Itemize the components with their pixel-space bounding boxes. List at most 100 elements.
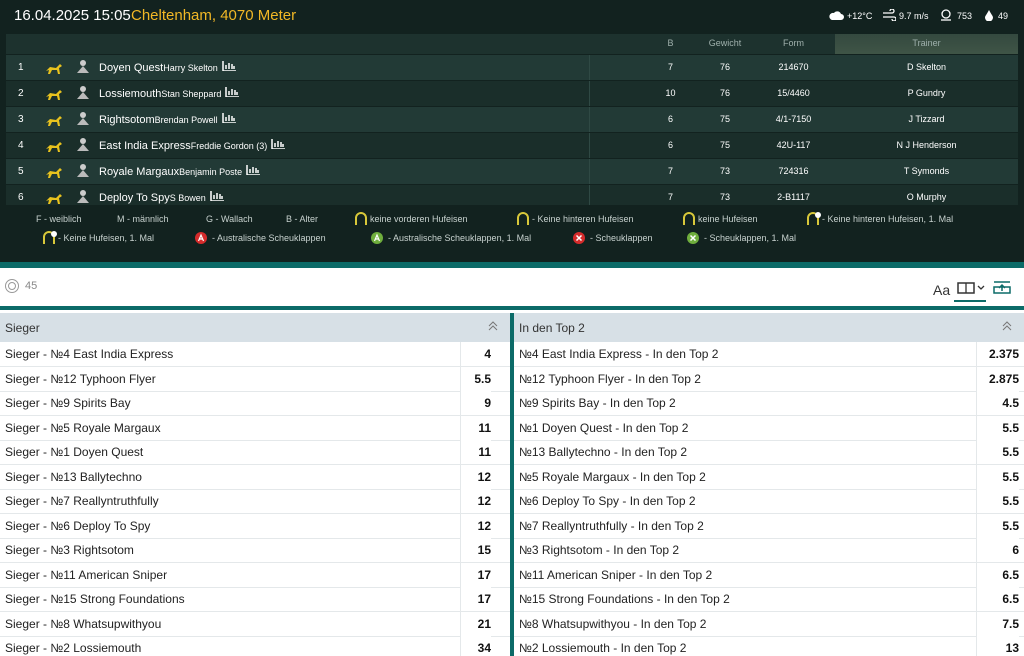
weather-wind: 9.7 m/s — [899, 11, 929, 21]
stats-icon[interactable] — [221, 61, 236, 72]
market-row[interactable]: Sieger - №1 Doyen Quest 11 — [0, 440, 510, 465]
selection-name: №12 Typhoon Flyer - In den Top 2 — [519, 371, 701, 386]
market-row[interactable]: Sieger - №15 Strong Foundations 17 — [0, 587, 510, 612]
jockey-icon — [77, 190, 89, 203]
odds-button[interactable]: 6.5 — [976, 562, 1019, 587]
selection-name: №2 Lossiemouth - In den Top 2 — [519, 641, 687, 655]
odds-button[interactable]: 9 — [460, 391, 491, 415]
runner-row[interactable]: 3 RightsotomBrendan Powell 6 75 4/1-7150 J Ti… — [6, 106, 1018, 132]
odds-button[interactable]: 12 — [460, 464, 491, 489]
odds-button[interactable]: 4.5 — [976, 391, 1019, 415]
odds-button[interactable]: 11 — [460, 415, 491, 440]
market-row[interactable]: Sieger - №2 Lossiemouth 34 — [0, 636, 510, 656]
odds-button[interactable]: 12 — [460, 489, 491, 513]
legend-item: G - Wallach — [206, 214, 253, 224]
stats-icon[interactable] — [225, 87, 240, 98]
race-date: 16.04.2025 15:05 — [14, 7, 131, 24]
market-row[interactable]: №11 American Sniper - In den Top 2 6.5 — [514, 562, 1024, 588]
odds-button[interactable]: 5.5 — [976, 489, 1019, 513]
market-row[interactable]: Sieger - №9 Spirits Bay 9 — [0, 391, 510, 416]
odds-button[interactable]: 7.5 — [976, 611, 1019, 636]
runner-name[interactable]: RightsotomBrendan Powell — [99, 113, 236, 126]
runner-row[interactable]: 6 Deploy To SpyS Bowen 7 73 2-B1117 O Murphy — [6, 184, 1018, 205]
market-row[interactable]: Sieger - №6 Deploy To Spy 12 — [0, 513, 510, 539]
odds-button[interactable]: 5.5 — [976, 415, 1019, 440]
runner-name[interactable]: LossiemouthStan Sheppard — [99, 87, 240, 100]
market-row[interactable]: Sieger - №5 Royale Margaux 11 — [0, 415, 510, 441]
odds-button[interactable]: 5.5 — [976, 440, 1019, 464]
view-controls[interactable]: Aa — [930, 278, 1020, 302]
blinker-icon — [573, 232, 585, 244]
market-row[interactable]: №1 Doyen Quest - In den Top 2 5.5 — [514, 415, 1024, 441]
market-title: In den Top 2 — [519, 321, 585, 335]
odds-button[interactable]: 5.5 — [976, 464, 1019, 489]
market-row[interactable]: Sieger - №11 American Sniper 17 — [0, 562, 510, 588]
runner-trainer: T Symonds — [903, 166, 950, 176]
odds-button[interactable]: 11 — [460, 440, 491, 464]
market-row[interactable]: №12 Typhoon Flyer - In den Top 2 2.875 — [514, 366, 1024, 392]
column-header: B — [667, 38, 674, 48]
odds-button[interactable]: 17 — [460, 562, 491, 587]
market-row[interactable]: №13 Ballytechno - In den Top 2 5.5 — [514, 440, 1024, 465]
odds-button[interactable]: 5.5 — [976, 513, 1019, 538]
count-icon — [5, 279, 19, 293]
market-header[interactable]: Sieger — [0, 313, 510, 342]
market-row[interactable]: Sieger - №4 East India Express 4 — [0, 342, 510, 367]
runner-b: 6 — [667, 140, 673, 150]
stats-icon[interactable] — [221, 113, 236, 124]
runner-name[interactable]: East India ExpressFreddie Gordon (3) — [99, 139, 286, 152]
market-row[interactable]: Sieger - №13 Ballytechno 12 — [0, 464, 510, 490]
runner-row[interactable]: 4 East India ExpressFreddie Gordon (3) 6 75… — [6, 132, 1018, 158]
odds-button[interactable]: 12 — [460, 513, 491, 538]
market-header[interactable]: In den Top 2 — [514, 313, 1024, 342]
market-row[interactable]: №3 Rightsotom - In den Top 2 6 — [514, 538, 1024, 563]
odds-button[interactable]: 5.5 — [460, 366, 491, 391]
runner-name[interactable]: Royale MargauxBenjamin Poste — [99, 165, 261, 178]
stats-icon[interactable] — [271, 139, 286, 150]
market-row[interactable]: №9 Spirits Bay - In den Top 2 4.5 — [514, 391, 1024, 416]
market-row[interactable]: №2 Lossiemouth - In den Top 2 13 — [514, 636, 1024, 656]
runner-name[interactable]: Doyen QuestHarry Skelton — [99, 61, 236, 74]
market-row[interactable]: №15 Strong Foundations - In den Top 2 6.5 — [514, 587, 1024, 612]
separator — [589, 159, 590, 184]
market-row[interactable]: №6 Deploy To Spy - In den Top 2 5.5 — [514, 489, 1024, 514]
runner-name[interactable]: Deploy To SpyS Bowen — [99, 191, 224, 204]
odds-button[interactable]: 34 — [460, 636, 491, 656]
horseshoe-icon — [43, 231, 57, 244]
market-row[interactable]: Sieger - №7 Reallyntruthfully 12 — [0, 489, 510, 514]
runner-b: 6 — [667, 114, 673, 124]
race-panel: 16.04.2025 15:05 Cheltenham, 4070 Meter … — [0, 0, 1024, 262]
market-row[interactable]: Sieger - №3 Rightsotom 15 — [0, 538, 510, 563]
market-row[interactable]: №4 East India Express - In den Top 2 2.37… — [514, 342, 1024, 367]
column-divider — [510, 313, 514, 656]
runner-form: 214670 — [778, 62, 809, 72]
runner-weight: 73 — [719, 166, 730, 176]
market-row[interactable]: №7 Reallyntruthfully - In den Top 2 5.5 — [514, 513, 1024, 539]
odds-button[interactable]: 4 — [460, 342, 491, 366]
jockey-name: Stan Sheppard — [161, 89, 222, 99]
jockey-icon — [77, 138, 89, 151]
odds-button[interactable]: 13 — [976, 636, 1019, 656]
market-row[interactable]: Sieger - №12 Typhoon Flyer 5.5 — [0, 366, 510, 392]
selection-name: Sieger - №11 American Sniper — [5, 567, 168, 582]
market-row[interactable]: Sieger - №8 Whatsupwithyou 21 — [0, 611, 510, 637]
odds-button[interactable]: 6.5 — [976, 587, 1019, 611]
odds-button[interactable]: 21 — [460, 611, 491, 636]
odds-button[interactable]: 15 — [460, 538, 491, 562]
market-row[interactable]: №5 Royale Margaux - In den Top 2 5.5 — [514, 464, 1024, 490]
stats-icon[interactable] — [210, 191, 224, 202]
odds-button[interactable]: 17 — [460, 587, 491, 611]
weather-humidity: 49 — [998, 11, 1009, 21]
market-row[interactable]: №8 Whatsupwithyou - In den Top 2 7.5 — [514, 611, 1024, 637]
odds-button[interactable]: 2.875 — [976, 366, 1019, 391]
odds-button[interactable]: 2.375 — [976, 342, 1019, 366]
legend-item: keine Hufeisen — [698, 214, 758, 224]
stats-icon[interactable] — [246, 165, 261, 176]
odds-button[interactable]: 6 — [976, 538, 1019, 562]
runner-row[interactable]: 1 Doyen QuestHarry Skelton 7 76 214670 D Skel… — [6, 54, 1018, 80]
runner-row[interactable]: 2 LossiemouthStan Sheppard 10 76 15/4460 P Gu… — [6, 80, 1018, 106]
runner-weight: 75 — [719, 140, 730, 150]
runner-row[interactable]: 5 Royale MargauxBenjamin Poste 7 73 724316 T … — [6, 158, 1018, 184]
column-header: Trainer — [912, 38, 941, 48]
runner-b: 7 — [667, 192, 673, 202]
